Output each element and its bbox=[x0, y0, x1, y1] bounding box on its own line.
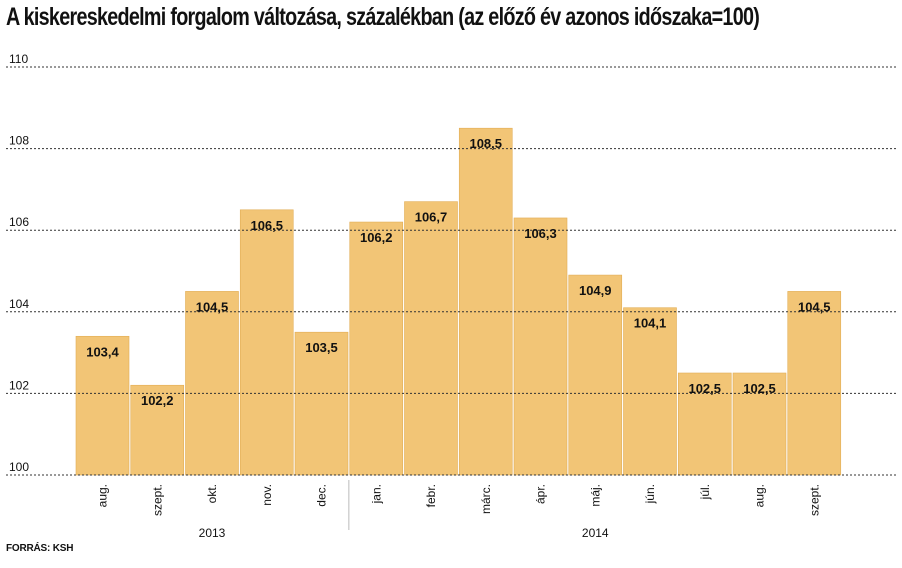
bar bbox=[787, 291, 842, 476]
bar bbox=[349, 221, 404, 476]
value-label: 102,5 bbox=[743, 381, 776, 396]
value-label: 106,5 bbox=[250, 218, 283, 233]
bar bbox=[185, 291, 239, 476]
y-tick-label: 106 bbox=[9, 215, 29, 229]
x-tick-label: dec. bbox=[315, 484, 329, 507]
y-tick-label: 102 bbox=[9, 378, 29, 392]
y-tick-label: 110 bbox=[9, 52, 28, 66]
x-tick-label: szept. bbox=[807, 484, 821, 516]
bar bbox=[623, 307, 677, 476]
value-label: 104,9 bbox=[579, 283, 612, 298]
bar bbox=[458, 127, 513, 476]
y-tick-label: 100 bbox=[9, 460, 29, 474]
value-label: 102,5 bbox=[688, 381, 721, 396]
year-label: 2013 bbox=[199, 526, 226, 540]
bar bbox=[239, 209, 294, 476]
value-label: 106,2 bbox=[360, 230, 393, 245]
chart-title: A kiskereskedelmi forgalom változása, sz… bbox=[6, 3, 760, 31]
y-tick-label: 104 bbox=[9, 297, 29, 311]
bar bbox=[294, 331, 349, 476]
value-label: 103,4 bbox=[86, 344, 119, 359]
x-tick-label: nov. bbox=[260, 484, 274, 506]
x-tick-label: jún. bbox=[643, 484, 657, 504]
x-tick-label: febr. bbox=[424, 484, 438, 507]
value-label: 106,7 bbox=[415, 210, 448, 225]
x-tick-label: jan. bbox=[369, 484, 383, 504]
bar bbox=[513, 217, 568, 476]
value-label: 103,5 bbox=[305, 340, 338, 355]
x-tick-label: szept. bbox=[150, 484, 164, 516]
source-note: FORRÁS: KSH bbox=[6, 543, 74, 554]
x-tick-label: aug. bbox=[753, 484, 767, 507]
bar bbox=[130, 384, 185, 476]
x-tick-label: máj. bbox=[588, 484, 602, 507]
x-tick-label: márc. bbox=[479, 484, 493, 514]
value-label: 102,2 bbox=[141, 393, 174, 408]
value-label: 104,1 bbox=[634, 316, 667, 331]
x-tick-label: ápr. bbox=[534, 484, 548, 504]
bar bbox=[75, 335, 130, 476]
bar bbox=[404, 201, 458, 476]
x-tick-label: aug. bbox=[96, 484, 110, 507]
value-label: 106,3 bbox=[524, 226, 557, 241]
bar bbox=[677, 372, 732, 476]
bar bbox=[568, 274, 623, 476]
value-label: 104,5 bbox=[196, 299, 229, 314]
value-label: 104,5 bbox=[798, 299, 831, 314]
x-tick-label: okt. bbox=[205, 484, 219, 503]
x-tick-label: júl. bbox=[698, 484, 712, 500]
y-tick-label: 108 bbox=[9, 134, 29, 148]
value-label: 108,5 bbox=[469, 136, 502, 151]
year-label: 2014 bbox=[582, 526, 609, 540]
